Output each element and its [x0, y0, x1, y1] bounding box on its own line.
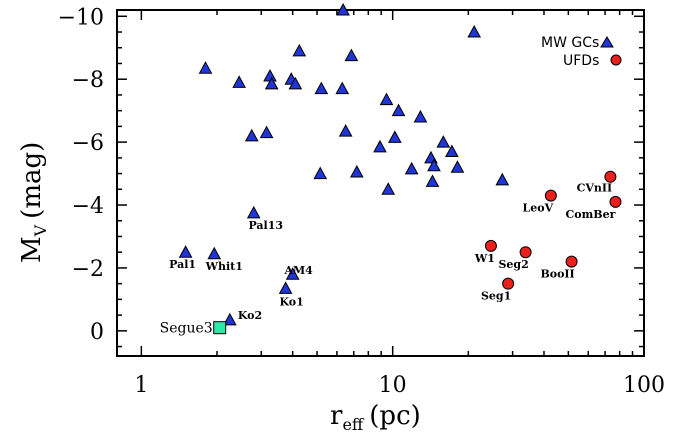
x-tick-label: 10: [379, 373, 407, 398]
legend-circle-marker: [610, 54, 622, 66]
gc-point: [292, 43, 307, 57]
point-label: ComBer: [566, 208, 616, 221]
gc-point: [381, 182, 396, 195]
gc-point: [445, 144, 459, 158]
point-label: AM4: [283, 264, 313, 277]
y-axis-unit: (mag): [17, 142, 47, 219]
ufd-point: [565, 255, 578, 268]
gc-point: [436, 135, 451, 148]
x-tick-label: 1: [134, 373, 148, 398]
legend: MW GCs UFDs: [541, 35, 622, 69]
gc-point: [344, 48, 359, 62]
tick-labels: 1 10 100 −10 −8 −6 −4 −2 0: [58, 5, 665, 398]
y-axis-subscript: V: [31, 224, 50, 237]
gc-point: [379, 92, 394, 106]
ufd-point: [609, 195, 622, 208]
point-label: W1: [474, 252, 495, 265]
segue3-point: [213, 321, 227, 335]
y-tick-label: 0: [90, 320, 104, 345]
gc-point: [404, 161, 419, 175]
gc-point: [387, 130, 402, 143]
point-label: Whit1: [205, 260, 243, 273]
point-label: Segue3: [160, 321, 213, 337]
x-axis-unit: (pc): [369, 401, 421, 431]
gc-point: [413, 109, 428, 123]
point-label: Seg2: [498, 258, 528, 271]
gc-point: [285, 267, 300, 280]
point-label: LeoV: [523, 202, 554, 215]
gc-point: [223, 312, 237, 326]
gc-point: [314, 81, 329, 95]
point-label: Pal13: [248, 219, 283, 232]
gc-point: [336, 2, 350, 16]
gc-point: [263, 69, 277, 82]
y-tick-label: −10: [58, 5, 104, 30]
gc-point: [207, 246, 222, 260]
gc-point: [450, 160, 465, 173]
legend-label-ufds: UFDs: [563, 53, 599, 69]
gc-point: [495, 172, 510, 186]
gc-point: [335, 81, 350, 95]
point-label: CVnII: [577, 182, 613, 195]
point-label: BooII: [540, 268, 574, 281]
gc-point: [198, 61, 213, 74]
gc-point: [264, 76, 279, 90]
ufd-point: [484, 239, 497, 252]
gc-point: [178, 245, 193, 258]
gc-point: [373, 139, 387, 153]
gc-point: [391, 103, 406, 117]
data-points: [178, 2, 622, 335]
legend-triangle-marker: [600, 36, 614, 48]
ufd-point: [604, 170, 617, 183]
axis-ticks: [117, 10, 645, 356]
gc-point: [288, 76, 303, 90]
gc-point: [425, 174, 440, 187]
gc-point: [427, 158, 441, 172]
gc-point: [349, 164, 364, 178]
gc-point: [246, 205, 261, 219]
gc-point: [259, 125, 274, 139]
x-axis-title: reff (pc): [330, 401, 421, 433]
point-label: Pal1: [169, 258, 196, 271]
gc-point: [467, 24, 482, 38]
gc-point: [338, 124, 353, 137]
point-label: Seg1: [481, 290, 511, 303]
y-tick-label: −2: [72, 257, 104, 282]
point-label: Ko1: [279, 295, 303, 308]
ufd-point: [544, 189, 557, 202]
x-axis-subscript: eff: [342, 415, 364, 433]
gc-point: [278, 281, 293, 294]
y-tick-label: −8: [72, 68, 104, 93]
ufd-point: [519, 246, 532, 259]
legend-label-mw-gcs: MW GCs: [541, 35, 599, 51]
y-tick-label: −6: [72, 131, 104, 156]
y-axis-title: MV(mag): [17, 142, 50, 263]
y-tick-label: −4: [72, 194, 104, 219]
x-tick-label: 100: [623, 373, 665, 398]
point-label: Ko2: [238, 309, 262, 322]
ufd-point: [502, 277, 515, 290]
gc-point: [313, 166, 328, 180]
gc-point: [232, 75, 247, 88]
point-labels: Pal1 Whit1 Pal13 AM4 Ko1 Ko2 W1 Seg2 Seg1 BooII Le…: [160, 182, 616, 337]
gc-point: [244, 128, 259, 142]
